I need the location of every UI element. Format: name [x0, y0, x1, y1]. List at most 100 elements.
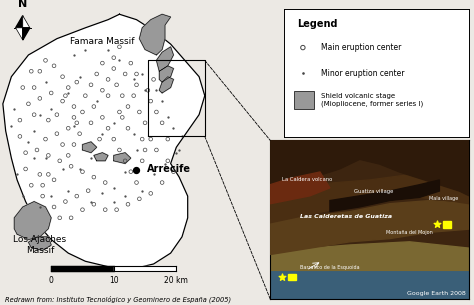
Point	[25, 101, 32, 106]
Point	[278, 274, 286, 279]
Point	[64, 126, 72, 131]
Point	[133, 148, 140, 152]
Point	[70, 115, 78, 120]
Point	[138, 158, 146, 163]
Point	[50, 178, 58, 182]
Point	[124, 104, 132, 109]
Point	[59, 74, 66, 79]
Point	[110, 120, 118, 125]
Point	[118, 93, 126, 98]
Text: 0: 0	[49, 276, 54, 285]
Point	[42, 58, 49, 63]
Text: Montaña del Mojon: Montaña del Mojon	[386, 230, 432, 235]
Point	[59, 142, 66, 147]
Point	[164, 158, 172, 163]
Point	[47, 91, 55, 95]
Point	[170, 126, 177, 131]
Point	[99, 88, 106, 93]
Point	[99, 115, 106, 120]
Point	[175, 148, 183, 152]
Point	[121, 194, 129, 199]
Point	[124, 126, 132, 131]
Point	[45, 153, 52, 158]
Point	[50, 63, 58, 68]
Point	[132, 167, 140, 172]
Point	[104, 126, 112, 131]
Point	[36, 112, 44, 117]
Point	[10, 107, 18, 112]
Point	[73, 80, 81, 84]
Point	[141, 120, 149, 125]
Point	[130, 77, 137, 82]
Point	[90, 202, 98, 207]
Text: Google Earth 2008: Google Earth 2008	[407, 291, 465, 296]
Point	[127, 169, 135, 174]
Point	[47, 107, 55, 112]
Point	[19, 194, 27, 199]
Point	[147, 137, 155, 142]
Point	[56, 215, 64, 220]
Text: Los Ajaches
Massif: Los Ajaches Massif	[13, 235, 66, 255]
Point	[161, 161, 169, 166]
Point	[70, 104, 78, 109]
Point	[39, 194, 46, 199]
Text: Legend: Legend	[297, 20, 338, 29]
Point	[173, 150, 180, 155]
Polygon shape	[3, 14, 205, 269]
Polygon shape	[139, 14, 171, 55]
Polygon shape	[270, 172, 330, 204]
Point	[130, 93, 137, 98]
Polygon shape	[28, 237, 51, 250]
Point	[90, 104, 98, 109]
Point	[8, 123, 15, 128]
Point	[59, 167, 66, 171]
Point	[87, 120, 95, 125]
Polygon shape	[270, 172, 469, 223]
Point	[76, 167, 83, 171]
Point	[141, 88, 149, 93]
Point	[19, 85, 27, 90]
Polygon shape	[159, 77, 173, 93]
Bar	[288, 274, 296, 280]
Point	[101, 180, 109, 185]
Point	[124, 202, 132, 207]
Polygon shape	[330, 180, 439, 212]
Point	[118, 115, 126, 120]
Point	[178, 134, 186, 139]
Point	[76, 74, 83, 79]
Point	[45, 118, 52, 123]
Point	[121, 72, 129, 77]
Point	[16, 134, 24, 139]
Text: 10: 10	[109, 276, 118, 285]
Point	[39, 183, 46, 188]
Point	[141, 148, 149, 152]
Point	[110, 185, 118, 190]
Point	[47, 194, 55, 199]
Polygon shape	[270, 201, 469, 254]
Point	[170, 169, 177, 174]
Point	[147, 99, 155, 104]
Point	[50, 205, 58, 210]
Point	[434, 222, 441, 227]
Text: Guatiza village: Guatiza village	[354, 188, 393, 194]
Text: Main eruption center: Main eruption center	[321, 43, 402, 52]
Point	[59, 99, 66, 104]
Text: Shield volcanic stage
(Miopliocene, former series I): Shield volcanic stage (Miopliocene, form…	[321, 93, 424, 107]
Point	[62, 93, 69, 98]
Point	[64, 85, 72, 90]
Point	[64, 188, 72, 193]
Point	[73, 194, 81, 199]
Point	[138, 72, 146, 77]
Text: N: N	[18, 0, 27, 9]
Point	[36, 205, 44, 210]
Point	[158, 99, 166, 104]
Point	[116, 44, 123, 49]
Point	[42, 80, 49, 84]
Point	[127, 61, 135, 66]
Point	[110, 199, 118, 204]
Point	[27, 69, 35, 74]
Point	[299, 71, 307, 76]
Point	[27, 183, 35, 188]
Point	[67, 215, 75, 220]
Point	[25, 139, 32, 144]
